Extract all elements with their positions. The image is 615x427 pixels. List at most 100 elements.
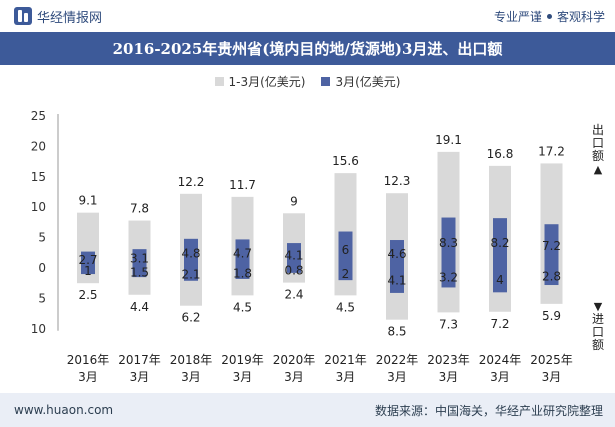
x-tick-label: 2022年 (376, 353, 419, 367)
chart-title: 2016-2025年贵州省(境内目的地/货源地)3月进、出口额 (112, 40, 503, 58)
export-cumulative-label: 16.8 (487, 147, 514, 161)
x-tick-label: 2024年 (479, 353, 522, 367)
export-monthly-label: 4.1 (284, 249, 303, 263)
legend-swatch-monthly (321, 77, 331, 86)
x-tick-label: 3月 (542, 370, 562, 384)
export-cumulative-label: 7.8 (130, 202, 149, 216)
monthly-bar (544, 224, 559, 286)
chart-title-bar: 2016-2025年贵州省(境内目的地/货源地)3月进、出口额 (0, 32, 615, 65)
monthly-bar (441, 217, 456, 288)
footer: www.huaon.com 数据来源：中国海关，华经产业研究院整理 (0, 393, 615, 427)
x-tick-label: 3月 (439, 370, 459, 384)
import-monthly-label: 1.5 (130, 266, 149, 280)
footer-url: www.huaon.com (14, 403, 114, 417)
export-cumulative-label: 9 (290, 194, 298, 208)
x-tick-label: 3月 (181, 370, 201, 384)
y-tick-label: 10 (31, 200, 46, 214)
y-tick-label: 5 (38, 291, 46, 305)
export-char-1: 出 (591, 123, 604, 137)
import-cumulative-label: 2.4 (284, 288, 303, 302)
export-monthly-label: 6 (342, 243, 350, 257)
export-cumulative-label: 19.1 (435, 133, 462, 147)
import-cumulative-label: 5.9 (542, 309, 561, 323)
x-tick-label: 3月 (387, 370, 407, 384)
x-tick-label: 2023年 (427, 353, 470, 367)
legend-label-monthly: 3月(亿美元) (335, 75, 401, 89)
x-tick-label: 2018年 (170, 353, 213, 367)
import-cumulative-label: 4.4 (130, 300, 149, 314)
triangle-down-icon: ▼ (593, 300, 603, 313)
import-char-2: 口 (591, 325, 604, 339)
export-cumulative-label: 11.7 (229, 178, 256, 192)
x-tick-label: 3月 (336, 370, 356, 384)
import-monthly-label: 2.1 (181, 267, 200, 281)
import-monthly-label: 2 (342, 267, 350, 281)
import-monthly-label: 3.2 (439, 271, 458, 285)
brand-name: 华经情报网 (37, 10, 103, 26)
legend-item-cumulative: 1-3月(亿美元) (214, 73, 305, 90)
import-cumulative-label: 8.5 (387, 325, 406, 339)
y-tick-label: 5 (38, 231, 46, 245)
x-tick-label: 3月 (78, 370, 98, 384)
legend-swatch-cumulative (214, 77, 224, 86)
import-side-label: ▼ 进 口 额 (590, 300, 606, 352)
bullet-dot-icon (546, 13, 552, 19)
brand-logo-icon (14, 7, 32, 25)
x-tick-label: 2016年 (67, 353, 110, 367)
x-tick-label: 3月 (130, 370, 150, 384)
import-char-1: 进 (591, 312, 604, 326)
monthly-bar (390, 240, 404, 293)
top-bar: 华经情报网 专业严谨 客观科学 (0, 0, 615, 32)
import-cumulative-label: 6.2 (181, 311, 200, 325)
export-char-3: 额 (591, 149, 604, 163)
export-cumulative-label: 9.1 (78, 194, 97, 208)
import-monthly-label: 4.1 (387, 273, 406, 287)
brand: 华经情报网 (14, 7, 102, 26)
export-monthly-label: 3.1 (130, 252, 149, 266)
legend-item-monthly: 3月(亿美元) (321, 73, 400, 90)
x-tick-label: 3月 (284, 370, 304, 384)
monthly-bar (132, 249, 147, 278)
export-side-label: 出 口 额 ▲ (590, 123, 606, 177)
slogan-left: 专业严谨 (493, 9, 542, 24)
x-tick-label: 2020年 (273, 353, 316, 367)
import-char-3: 额 (591, 338, 604, 352)
import-monthly-label: 4 (496, 273, 504, 287)
export-monthly-label: 8.2 (490, 236, 509, 250)
export-monthly-label: 4.7 (233, 247, 252, 261)
import-monthly-label: 2.8 (542, 270, 561, 284)
export-cumulative-label: 15.6 (332, 154, 359, 168)
y-tick-label: 20 (31, 139, 46, 153)
y-tick-label: 10 (31, 322, 46, 336)
x-tick-label: 2017年 (118, 353, 161, 367)
import-cumulative-label: 7.3 (439, 317, 458, 331)
export-monthly-label: 4.8 (181, 246, 200, 260)
export-char-2: 口 (591, 136, 604, 150)
export-cumulative-label: 12.3 (384, 174, 411, 188)
import-cumulative-label: 4.5 (233, 300, 252, 314)
x-tick-label: 3月 (233, 370, 253, 384)
export-monthly-label: 2.7 (78, 253, 97, 267)
export-monthly-label: 4.6 (387, 247, 406, 261)
monthly-bar (235, 239, 250, 279)
footer-source: 数据来源：中国海关，华经产业研究院整理 (374, 403, 603, 418)
x-tick-label: 2019年 (221, 353, 264, 367)
y-tick-label: 15 (31, 170, 46, 184)
import-cumulative-label: 2.5 (78, 288, 97, 302)
export-monthly-label: 8.3 (439, 236, 458, 250)
y-tick-label: 25 (31, 109, 46, 123)
import-monthly-label: 1 (84, 264, 92, 278)
import-monthly-label: 1.8 (233, 266, 252, 280)
import-cumulative-label: 4.5 (336, 300, 355, 314)
x-tick-label: 2021年 (324, 353, 367, 367)
import-cumulative-label: 7.2 (490, 317, 509, 331)
monthly-bar (184, 238, 198, 281)
export-cumulative-label: 17.2 (538, 144, 565, 158)
legend: 1-3月(亿美元) 3月(亿美元) (0, 73, 615, 90)
slogan-right: 客观科学 (556, 9, 605, 24)
monthly-bar (338, 231, 353, 281)
x-tick-label: 2025年 (530, 353, 573, 367)
monthly-bar (493, 218, 507, 293)
monthly-bar (81, 251, 95, 275)
